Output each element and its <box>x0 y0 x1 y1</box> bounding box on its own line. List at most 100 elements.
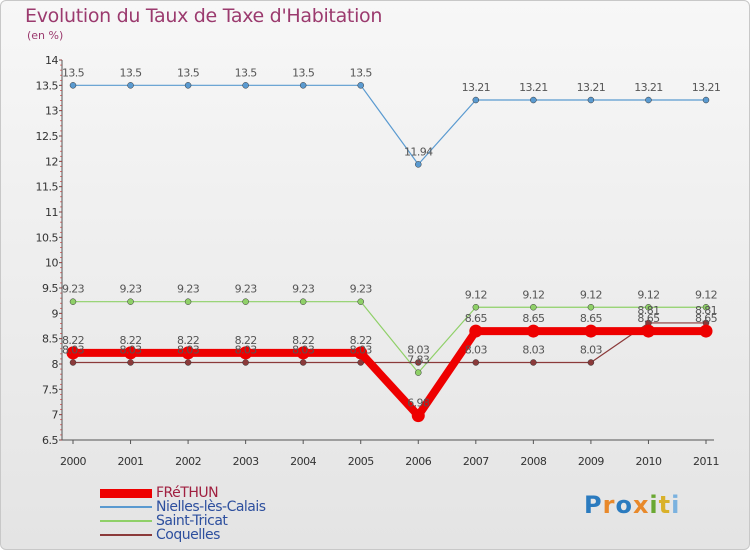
data-point <box>645 304 652 311</box>
data-point <box>242 359 249 366</box>
data-label: 9.23 <box>119 283 142 296</box>
series-line-1 <box>72 84 707 165</box>
data-label: 13.5 <box>62 66 85 79</box>
logo-letter: r <box>602 491 616 519</box>
data-label: 9.23 <box>292 283 315 296</box>
x-tick-label: 2003 <box>233 455 259 468</box>
data-point <box>587 304 595 311</box>
y-tick-label: 11.5 <box>36 181 59 194</box>
proxiti-logo: Proxiti <box>584 491 680 519</box>
data-label: 8.03 <box>580 343 603 356</box>
data-point <box>415 359 422 366</box>
data-point <box>357 82 364 89</box>
data-point <box>411 409 425 423</box>
data-point <box>66 346 80 360</box>
data-point <box>702 96 710 104</box>
legend-swatch <box>100 506 152 508</box>
data-label: 8.03 <box>177 343 200 356</box>
data-label: 8.03 <box>465 343 488 356</box>
data-point <box>587 359 595 366</box>
data-point <box>184 298 192 305</box>
x-tick-label: 2009 <box>578 455 604 468</box>
logo-letter: x <box>632 491 650 519</box>
data-label: 8.22 <box>235 334 257 347</box>
legend-swatch <box>100 520 152 522</box>
data-label: 8.03 <box>407 343 430 356</box>
y-tick-label: 13.5 <box>36 79 59 92</box>
data-label: 9.12 <box>580 288 602 301</box>
series-line-3 <box>72 322 707 364</box>
data-label: 13.21 <box>692 81 721 94</box>
logo-letter: i <box>649 491 659 519</box>
data-point <box>584 324 598 338</box>
chart-subtitle: (en %) <box>27 29 64 42</box>
data-point <box>469 324 483 338</box>
data-label: 8.65 <box>522 312 545 325</box>
y-tick-label: 6.5 <box>42 434 58 447</box>
data-point <box>69 359 77 366</box>
data-label: 8.22 <box>292 334 314 347</box>
data-point <box>357 359 364 366</box>
data-point <box>242 298 249 305</box>
data-label: 8.03 <box>350 343 373 356</box>
y-tick-label: 14 <box>45 54 58 67</box>
y-tick-label: 12 <box>45 155 58 168</box>
data-label: 9.23 <box>177 283 200 296</box>
data-point <box>299 82 307 89</box>
data-label: 9.23 <box>350 283 373 296</box>
x-tick-label: 2010 <box>635 455 661 468</box>
data-point <box>124 346 138 360</box>
data-point <box>526 324 540 338</box>
data-point <box>69 82 77 89</box>
data-label: 8.22 <box>177 334 199 347</box>
data-point <box>181 346 195 360</box>
data-label: 13.21 <box>577 81 606 94</box>
logo-letter: t <box>658 491 672 519</box>
data-point <box>415 369 422 376</box>
data-point <box>242 82 249 89</box>
data-point <box>299 298 307 305</box>
x-tick-label: 2011 <box>693 455 719 468</box>
legend-label: FRéTHUN <box>156 485 219 501</box>
legend-label: Saint-Tricat <box>156 513 228 529</box>
data-label: 8.65 <box>465 312 488 325</box>
data-label: 9.12 <box>465 288 487 301</box>
data-point <box>127 298 134 305</box>
data-label: 9.12 <box>695 288 717 301</box>
x-tick-label: 2007 <box>463 455 489 468</box>
legend-swatch <box>100 488 152 498</box>
x-tick-label: 2005 <box>348 455 374 468</box>
data-point <box>530 96 537 104</box>
data-label: 8.22 <box>350 334 372 347</box>
series-line-2 <box>72 301 707 374</box>
logo-letter: P <box>584 491 603 519</box>
data-label: 13.21 <box>462 81 491 94</box>
legend-swatch <box>100 534 152 536</box>
data-point <box>415 161 422 168</box>
x-tick-label: 2004 <box>290 455 316 468</box>
data-label: 9.23 <box>62 283 85 296</box>
data-point <box>472 359 480 366</box>
data-label: 8.65 <box>580 312 603 325</box>
y-tick-label: 10.5 <box>36 231 59 244</box>
x-tick-label: 2002 <box>175 455 201 468</box>
data-label: 8.81 <box>695 304 717 317</box>
data-label: 8.22 <box>62 334 84 347</box>
logo-letter: o <box>615 491 633 519</box>
data-point <box>357 298 364 305</box>
y-tick-label: 13 <box>45 105 58 118</box>
data-point <box>587 96 595 104</box>
logo-letter: i <box>671 491 681 519</box>
y-tick-label: 7.5 <box>42 383 58 396</box>
data-label: 13.21 <box>634 81 663 94</box>
data-label: 8.03 <box>62 343 85 356</box>
data-point <box>127 82 134 89</box>
data-point <box>184 82 192 89</box>
data-point <box>296 346 310 360</box>
x-tick-label: 2008 <box>520 455 546 468</box>
data-point <box>702 304 710 311</box>
data-label: 9.12 <box>522 288 544 301</box>
data-point <box>69 298 77 305</box>
